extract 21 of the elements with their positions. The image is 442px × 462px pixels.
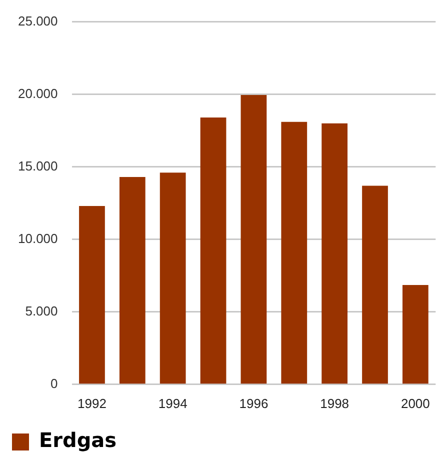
bar xyxy=(322,123,348,384)
y-tick-label: 10.000 xyxy=(18,230,58,246)
x-tick-label: 1998 xyxy=(320,396,350,411)
bar xyxy=(402,285,428,384)
bar xyxy=(362,186,388,384)
y-tick-label: 25.000 xyxy=(18,13,58,28)
x-tick-label: 1994 xyxy=(158,396,188,411)
y-tick-label: 15.000 xyxy=(18,158,58,174)
bar xyxy=(79,206,105,384)
bar xyxy=(281,122,308,384)
bar xyxy=(240,95,267,384)
x-tick-label: 2000 xyxy=(400,396,430,411)
y-tick-label: 5.000 xyxy=(25,303,58,318)
x-tick-label: 1996 xyxy=(239,396,268,411)
bar xyxy=(160,172,186,384)
legend-label: Erdgas xyxy=(39,428,117,452)
y-tick-label: 0 xyxy=(50,376,58,391)
bar xyxy=(200,118,226,384)
bar xyxy=(119,176,146,384)
x-tick-label: 1992 xyxy=(78,396,106,411)
y-tick-label: 20.000 xyxy=(18,86,58,101)
